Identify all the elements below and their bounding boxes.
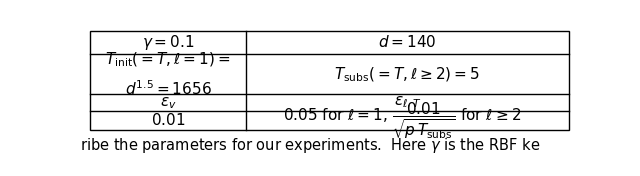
Text: ribe the parameters for our experiments.  Here $\gamma$ is the RBF ke: ribe the parameters for our experiments.… [80,136,541,155]
Text: $\gamma = 0.1$: $\gamma = 0.1$ [142,33,195,52]
Text: $\varepsilon_{\ell,T}$: $\varepsilon_{\ell,T}$ [394,95,421,111]
Text: $d = 140$: $d = 140$ [378,34,436,51]
Text: $0.01$: $0.01$ [151,112,186,128]
Text: $T_{\mathrm{init}}(= T, \ell = 1) =$
$d^{1.5} = 1656$: $T_{\mathrm{init}}(= T, \ell = 1) =$ $d^… [106,51,230,98]
Text: $\varepsilon_v$: $\varepsilon_v$ [160,95,177,111]
Text: $T_{\mathrm{subs}}(= T, \ell \geq 2) = 5$: $T_{\mathrm{subs}}(= T, \ell \geq 2) = 5… [334,65,481,83]
Bar [90,31,568,130]
Text: $0.05$ for $\ell = 1$, $\dfrac{0.01}{\sqrt{p\,T_{\mathrm{subs}}}}$ for $\ell \ge: $0.05$ for $\ell = 1$, $\dfrac{0.01}{\sq… [284,100,522,141]
